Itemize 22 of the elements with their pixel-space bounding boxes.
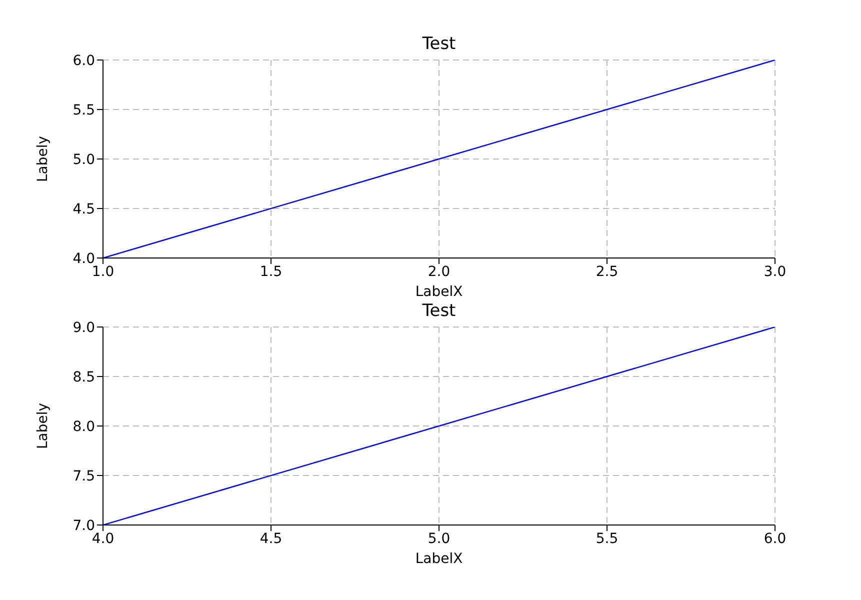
- y-axis-title: Labely: [34, 136, 51, 182]
- x-tick-label: 5.5: [596, 530, 618, 547]
- x-tick-label: 6.0: [764, 530, 786, 547]
- x-tick-label: 3.0: [764, 264, 786, 280]
- y-tick-label: 8.0: [72, 418, 95, 435]
- y-tick-label: 7.5: [72, 468, 95, 484]
- x-tick-label: 4.5: [260, 530, 282, 547]
- x-tick-label: 1.5: [260, 264, 282, 280]
- chart-title: Test: [421, 301, 457, 321]
- y-tick-label: 5.0: [72, 152, 95, 168]
- y-tick-label: 9.0: [72, 320, 95, 336]
- y-tick-label: 8.5: [72, 369, 95, 386]
- y-tick-label: 6.0: [72, 52, 95, 69]
- x-tick-label: 5.0: [428, 530, 450, 547]
- y-tick-label: 4.5: [72, 201, 95, 218]
- x-tick-label: 2.0: [428, 264, 450, 280]
- chart-title: Test: [421, 34, 457, 54]
- x-axis-title: LabelX: [415, 284, 464, 300]
- y-axis-title: Labely: [34, 402, 51, 450]
- x-tick-label: 2.5: [596, 264, 618, 280]
- y-tick-label: 5.5: [72, 102, 95, 118]
- x-axis-title: LabelX: [415, 551, 464, 567]
